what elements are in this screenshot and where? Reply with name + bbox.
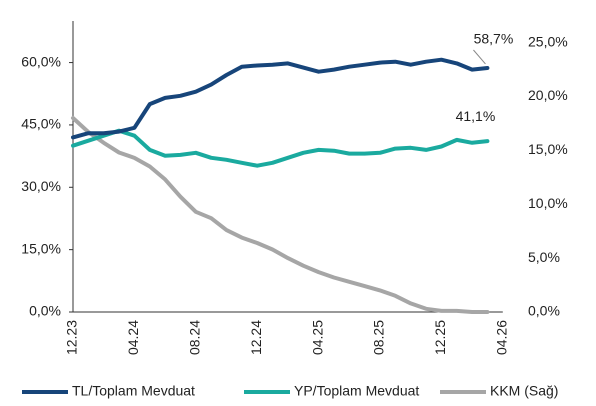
y2-tick-label: 10,0% (528, 195, 568, 211)
legend-label: KKM (Sağ) (490, 383, 558, 399)
y-tick-label: 30,0% (21, 178, 61, 194)
y2-tick-label: 25,0% (528, 33, 568, 49)
y-tick-label: 0,0% (29, 303, 61, 319)
x-tick-label: 12.23 (64, 320, 80, 355)
series-line (71, 128, 490, 168)
x-tick-label: 12.24 (248, 320, 264, 355)
value-label: 58,7% (474, 31, 514, 47)
x-tick-label: 04.24 (125, 320, 141, 355)
series-line (71, 116, 490, 314)
y-tick-label: 45,0% (21, 116, 61, 132)
x-tick-label: 04.25 (309, 320, 325, 355)
y2-tick-label: 20,0% (528, 87, 568, 103)
y-tick-label: 15,0% (21, 240, 61, 256)
legend-label: YP/Toplam Mevduat (294, 383, 419, 399)
y2-tick-label: 15,0% (528, 141, 568, 157)
annotation-leader (473, 49, 486, 65)
x-tick-label: 04.26 (494, 320, 510, 355)
legend-label: TL/Toplam Mevduat (72, 383, 195, 399)
x-tick-label: 08.24 (187, 320, 203, 355)
y-tick-label: 60,0% (21, 53, 61, 69)
value-label: 41,1% (456, 108, 496, 124)
y2-tick-label: 0,0% (528, 303, 560, 319)
y2-tick-label: 5,0% (528, 249, 560, 265)
x-tick-label: 08.25 (371, 320, 387, 355)
series-line (71, 57, 490, 140)
x-tick-label: 12.25 (432, 320, 448, 355)
